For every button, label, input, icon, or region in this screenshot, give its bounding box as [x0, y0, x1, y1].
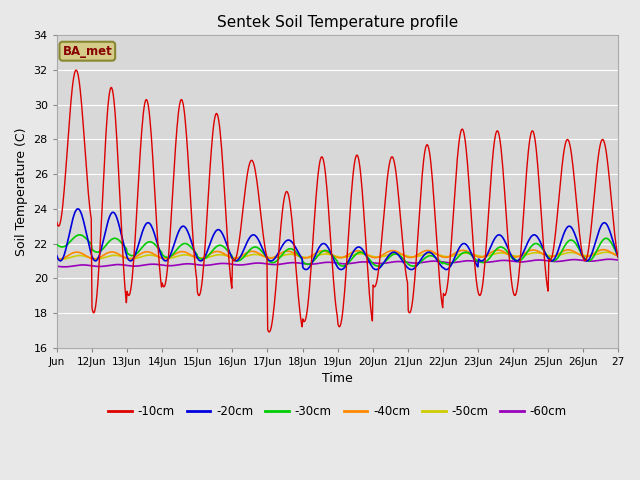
Y-axis label: Soil Temperature (C): Soil Temperature (C) [15, 127, 28, 256]
Text: BA_met: BA_met [63, 45, 112, 58]
Title: Sentek Soil Temperature profile: Sentek Soil Temperature profile [217, 15, 458, 30]
X-axis label: Time: Time [322, 372, 353, 385]
Legend: -10cm, -20cm, -30cm, -40cm, -50cm, -60cm: -10cm, -20cm, -30cm, -40cm, -50cm, -60cm [104, 400, 572, 423]
